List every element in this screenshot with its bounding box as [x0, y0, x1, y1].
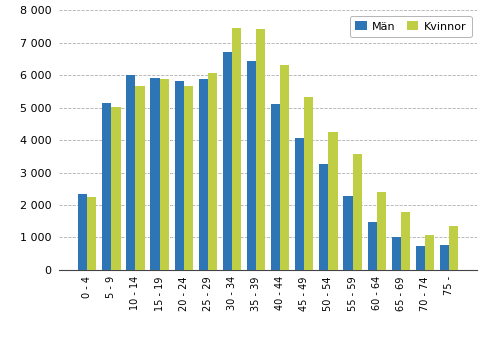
Bar — [126, 75, 135, 270]
Bar — [377, 192, 386, 270]
Bar — [151, 78, 159, 270]
Bar — [87, 197, 96, 270]
Bar — [184, 86, 193, 270]
Legend: Män, Kvinnor: Män, Kvinnor — [350, 16, 472, 37]
Bar — [208, 73, 217, 270]
Bar — [416, 246, 425, 270]
Bar — [401, 212, 410, 270]
Bar — [343, 195, 353, 270]
Bar — [368, 222, 377, 270]
Bar — [175, 81, 184, 270]
Bar — [295, 138, 305, 270]
Bar — [256, 29, 265, 270]
Bar — [280, 65, 289, 270]
Bar — [159, 79, 169, 270]
Bar — [319, 164, 329, 270]
Bar — [111, 107, 121, 270]
Bar — [223, 52, 232, 270]
Bar — [102, 103, 111, 270]
Bar — [329, 132, 338, 270]
Bar — [232, 28, 241, 270]
Bar — [392, 237, 401, 270]
Bar — [305, 97, 313, 270]
Bar — [135, 86, 145, 270]
Bar — [425, 235, 434, 270]
Bar — [449, 226, 458, 270]
Bar — [247, 61, 256, 270]
Bar — [271, 104, 280, 270]
Bar — [440, 245, 449, 270]
Bar — [353, 154, 362, 270]
Bar — [199, 80, 208, 270]
Bar — [78, 194, 87, 270]
